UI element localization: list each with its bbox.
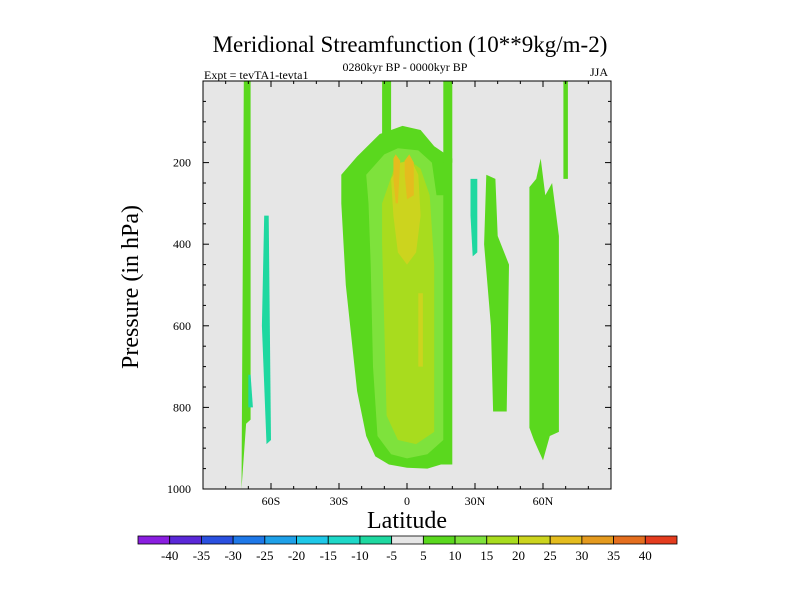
x-tick-label: 30N xyxy=(465,494,486,508)
contour-region-15-level-5 xyxy=(484,174,509,412)
x-tick-label: 60N xyxy=(533,494,554,508)
chart-title: Meridional Streamfunction (10**9kg/m-2) xyxy=(213,32,608,57)
colorbar-label: 35 xyxy=(607,548,620,563)
colorbar-swatch xyxy=(359,535,393,545)
contour-region-16-level-5 xyxy=(529,158,559,461)
y-tick-label: 200 xyxy=(173,156,191,170)
contour-region-17-level-5 xyxy=(563,81,568,179)
contour-region-12-level-25 xyxy=(404,154,414,200)
colorbar-swatch xyxy=(486,535,519,545)
contour-region-2-level--5 xyxy=(248,374,253,408)
y-axis-label: Pressure (in hPa) xyxy=(118,205,144,369)
colorbar-label: 20 xyxy=(512,548,525,563)
colorbar-swatch xyxy=(518,535,551,545)
y-tick-label: 400 xyxy=(173,237,191,251)
colorbar-label: 15 xyxy=(480,548,493,563)
contour-region-4-level-5 xyxy=(382,81,392,143)
colorbar-label: -35 xyxy=(193,548,210,563)
x-tick-label: 60S xyxy=(262,494,281,508)
y-tick-label: 600 xyxy=(173,319,191,333)
colorbar-swatch xyxy=(264,535,297,545)
colorbar-label: -30 xyxy=(224,548,241,563)
colorbar-label: 40 xyxy=(639,548,652,563)
contour-region-11-level-25 xyxy=(393,154,401,204)
colorbar-swatch xyxy=(644,535,678,545)
colorbar-swatch xyxy=(422,535,456,545)
colorbar-swatch xyxy=(454,535,488,545)
colorbar-label: -25 xyxy=(256,548,273,563)
x-tick-label: 0 xyxy=(404,494,410,508)
colorbar-swatch xyxy=(613,535,646,545)
colorbar-swatch xyxy=(296,535,329,545)
contour-region-1-level--5 xyxy=(261,215,271,445)
colorbar: -40 -35 -30 -25 -20 -15 -10 -5 5 10 15 20 25 30 35 40 xyxy=(137,535,678,563)
season-label: JJA xyxy=(590,65,608,79)
colorbar-swatch xyxy=(169,535,202,545)
plot-frame xyxy=(202,80,612,490)
colorbar-label: 25 xyxy=(544,548,557,563)
colorbar-swatch xyxy=(391,535,424,545)
colorbar-swatch xyxy=(232,535,266,545)
colorbar-label: -20 xyxy=(288,548,305,563)
colorbar-label: -15 xyxy=(320,548,337,563)
y-tick-label: 1000 xyxy=(167,482,191,496)
colorbar-swatch xyxy=(201,535,234,545)
colorbar-label: -5 xyxy=(386,548,397,563)
y-tick-label: 800 xyxy=(173,400,191,414)
colorbar-swatch xyxy=(137,535,171,545)
experiment-label: Expt = tevTA1-tevta1 xyxy=(204,68,308,82)
contour-region-13-level--5 xyxy=(470,178,478,257)
colorbar-label: 5 xyxy=(420,548,427,563)
colorbar-swatch xyxy=(549,535,583,545)
contour-fill-regions xyxy=(241,81,568,489)
colorbar-label: 10 xyxy=(449,548,462,563)
x-tick-label: 30S xyxy=(330,494,349,508)
colorbar-swatch xyxy=(581,535,614,545)
colorbar-label: -10 xyxy=(351,548,368,563)
time-range-label: 0280kyr BP - 0000kyr BP xyxy=(343,60,468,74)
axis-tick-labels: 60S 30S 0 30N 60N 200 400 600 800 1000 xyxy=(167,156,554,508)
contour-region-10-level-20 xyxy=(418,293,423,367)
contour-region-5-level-5 xyxy=(443,81,453,163)
x-axis-label: Latitude xyxy=(367,508,447,534)
colorbar-label: -40 xyxy=(161,548,178,563)
colorbar-swatch xyxy=(327,535,361,545)
colorbar-label: 30 xyxy=(575,548,588,563)
contour-region-8-level-15 xyxy=(382,158,435,445)
